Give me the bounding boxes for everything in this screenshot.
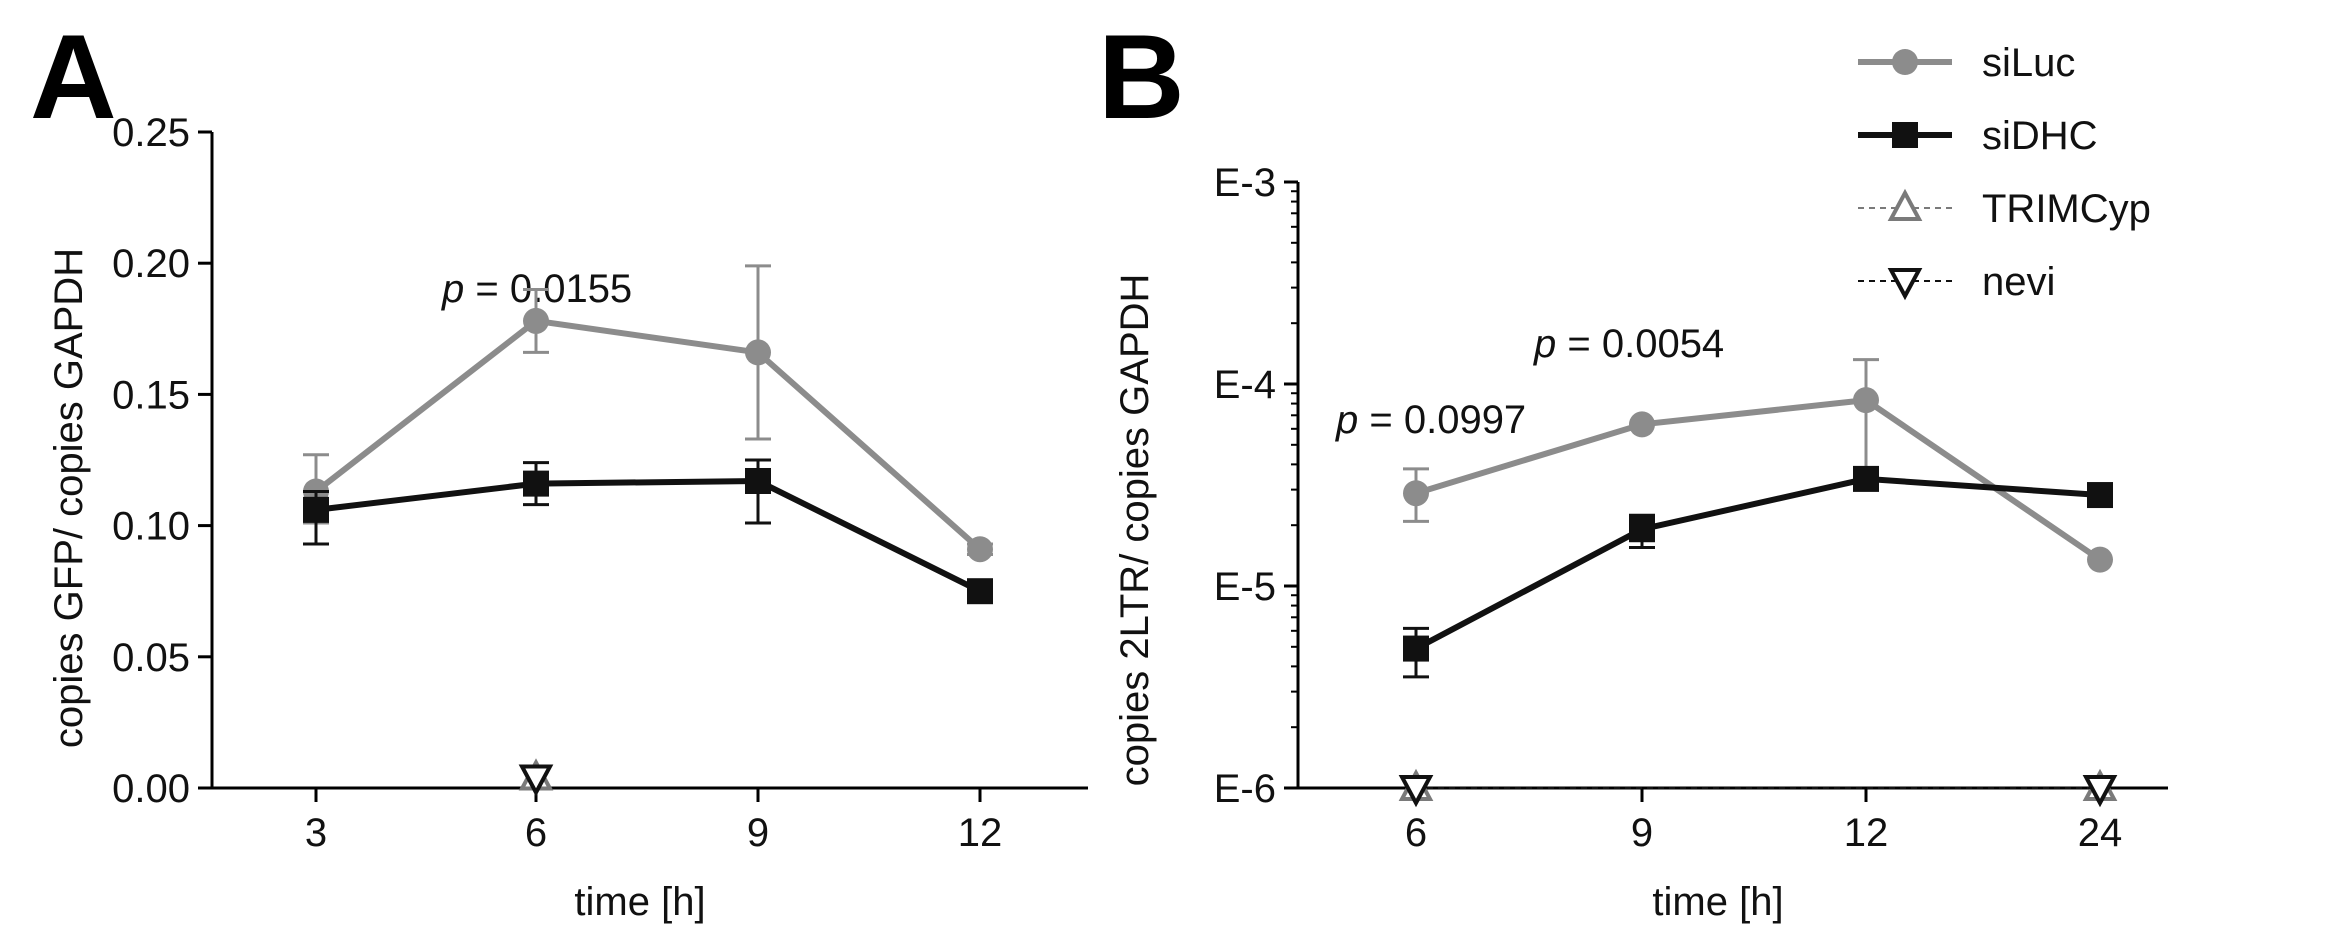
panel-a-ytick-label: 0.10: [112, 505, 190, 549]
panel-b-point-siLuc: [1629, 411, 1655, 438]
panel-b-series-nevi: [1398, 775, 2118, 808]
legend-label-nevi: nevi: [1982, 260, 2055, 304]
panel-a-series-siDHC: [303, 458, 993, 605]
panel-b-pvalue-2-p: p: [1533, 322, 1556, 366]
panel-a-point-siDHC: [303, 496, 329, 523]
panel-b-point-siDHC: [2087, 482, 2113, 509]
panel-b-letter: B: [1098, 10, 1185, 144]
legend-item-nevi: nevi: [1858, 260, 2055, 304]
panel-a-point-siLuc: [967, 536, 993, 563]
panel-b-pvalue-1-p: p: [1335, 398, 1358, 442]
panel-b-point-siDHC: [1629, 516, 1655, 543]
panel-a-xtick-label: 6: [525, 811, 547, 855]
panel-a-ylabel: copies GFP/ copies GAPDH: [47, 248, 91, 748]
panel-b-pvalue-1: p = 0.0997: [1335, 398, 1526, 442]
panel-a-xtick-label: 9: [747, 811, 769, 855]
panel-b-point-siDHC: [1403, 635, 1429, 662]
panel-b-point-siDHC: [1853, 465, 1879, 492]
panel-b-xtick-label: 24: [2078, 811, 2123, 855]
panel-b-ylabel: copies 2LTR/ copies GAPDH: [1113, 274, 1157, 787]
panel-a-point-siDHC: [967, 578, 993, 605]
panel-a-point-siDHC: [523, 470, 549, 497]
panel-b-ytick-label: E-4: [1214, 363, 1276, 407]
panel-b-xtick-label: 9: [1631, 811, 1653, 855]
panel-b-pvalue-1-text: = 0.0997: [1358, 398, 1526, 442]
legend: siLuc siDHC TRIMCyp nevi: [1858, 41, 2151, 304]
legend-item-siLuc: siLuc: [1858, 41, 2075, 85]
panel-b-point-nevi: [1398, 775, 1434, 808]
panel-a-ytick-label: 0.20: [112, 242, 190, 286]
panel-a-xtick-label: 12: [958, 811, 1003, 855]
panel-a-xlabel: time [h]: [574, 880, 705, 924]
panel-a-ytick-label: 0.15: [112, 373, 190, 417]
panel-b-point-siLuc: [2087, 546, 2113, 573]
panel-b-ytick-label: E-5: [1214, 565, 1276, 609]
panel-a-ytick-label: 0.25: [112, 111, 190, 155]
panel-a-letter: A: [30, 10, 117, 144]
panel-b-point-siLuc: [1853, 387, 1879, 414]
panel-b-line-siDHC: [1414, 475, 2101, 652]
panel-a-ytick-label: 0.00: [112, 767, 190, 811]
legend-label-TRIMCyp: TRIMCyp: [1982, 187, 2151, 231]
panel-b-ytick-label: E-3: [1214, 161, 1276, 205]
panel-a-series-nevi: [518, 764, 554, 797]
panel-a-point-nevi: [518, 764, 554, 797]
panel-a-point-siLuc: [745, 339, 771, 366]
chart-panel-a: copies GFP/ copies GAPDH time [h] p = 0.…: [47, 111, 1088, 924]
panel-a-line-siDHC: [315, 477, 982, 594]
legend-label-siDHC: siDHC: [1982, 114, 2098, 158]
chart-panel-b: copies 2LTR/ copies GAPDH time [h] p = 0…: [1113, 161, 2168, 924]
panel-b-series-TRIMCyp: [1398, 768, 2118, 801]
legend-label-siLuc: siLuc: [1982, 41, 2075, 85]
panel-a-pvalue-p: p: [441, 267, 464, 311]
panel-a-line-siLuc: [314, 317, 982, 552]
legend-marker-siLuc: [1892, 49, 1918, 75]
panel-b-pvalue-2-text: = 0.0054: [1556, 322, 1724, 366]
legend-marker-nevi: [1887, 268, 1923, 301]
panel-a-ytick-label: 0.05: [112, 636, 190, 680]
legend-item-TRIMCyp: TRIMCyp: [1858, 187, 2151, 231]
legend-item-siDHC: siDHC: [1858, 114, 2098, 158]
panel-b-xtick-label: 12: [1844, 811, 1889, 855]
legend-marker-siDHC: [1892, 122, 1918, 148]
panel-a-series-siLuc: [303, 264, 993, 563]
panel-b-line-siLuc: [1415, 397, 2102, 563]
panel-b-ytick-label: E-6: [1214, 767, 1276, 811]
panel-a-xtick-label: 3: [305, 811, 327, 855]
panel-b-series-siDHC: [1403, 465, 2113, 679]
panel-b-xtick-label: 6: [1405, 811, 1427, 855]
panel-a-point-siLuc: [523, 307, 549, 334]
panel-b-xlabel: time [h]: [1652, 880, 1783, 924]
panel-b-point-nevi: [2082, 775, 2118, 808]
panel-a-point-siDHC: [745, 467, 771, 494]
panel-b-point-siLuc: [1403, 480, 1429, 507]
panel-b-series-siLuc: [1403, 358, 2113, 573]
panel-a-axes: 0.00 0.05 0.10 0.15 0.20 0.25 3 6 9 12: [112, 111, 1088, 855]
panel-b-pvalue-2: p = 0.0054: [1533, 322, 1724, 366]
legend-marker-TRIMCyp: [1887, 188, 1923, 221]
